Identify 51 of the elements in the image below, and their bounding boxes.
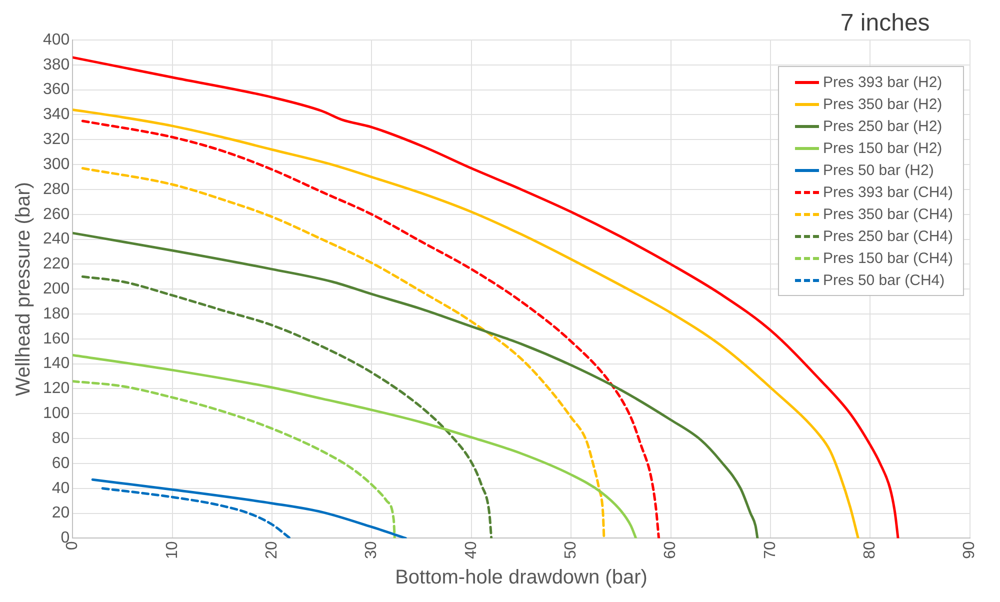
y-tick-label: 340 [42,106,70,124]
y-tick-label: 380 [42,56,70,74]
y-tick-label: 140 [42,355,70,372]
line-series [72,354,638,538]
y-tick-label: 100 [42,405,70,422]
y-tick-label: 180 [42,305,70,322]
line-series [81,120,660,538]
y-tick-label: 280 [42,180,70,198]
y-tick-label: 40 [52,480,70,497]
x-tick-label: 60 [662,541,680,559]
x-tick-label: 10 [164,541,181,559]
legend-label: Pres 393 bar (CH4) [822,184,953,200]
line-series [72,232,759,538]
y-tick-label: 120 [42,380,70,398]
chart-title: 7 inches [840,10,930,37]
x-tick-label: 90 [961,541,978,559]
legend-label: Pres 350 bar (CH4) [822,206,953,222]
line-series [81,167,606,538]
y-tick-label: 320 [42,131,70,148]
line-series [91,478,407,538]
x-tick-label: 40 [462,541,480,559]
legend-label: Pres 250 bar (H2) [822,118,942,134]
x-tick-label: 70 [762,541,779,559]
y-tick-label: 20 [52,504,70,522]
x-tick-label: 50 [562,541,580,559]
y-tick-label: 60 [52,454,70,472]
x-tick-label: 80 [862,541,879,559]
legend-label: Pres 50 bar (CH4) [822,272,945,288]
y-tick-label: 360 [42,81,70,98]
legend-label: Pres 150 bar (H2) [822,140,942,156]
y-tick-label: 220 [42,256,70,273]
legend-label: Pres 393 bar (H2) [822,74,942,90]
x-tick-label: 20 [263,541,280,559]
y-tick-label: 200 [42,280,70,298]
legend-label: Pres 50 bar (H2) [822,162,934,178]
legend-label: Pres 350 bar (H2) [822,96,942,112]
x-tick-label: 30 [363,541,380,559]
y-axis-title: Wellhead pressure (bar) [12,182,35,396]
line-series [72,380,396,538]
y-tick-label: 160 [42,330,70,348]
legend-label: Pres 250 bar (CH4) [822,228,953,244]
y-tick-label: 240 [42,230,70,248]
legend-label: Pres 150 bar (CH4) [822,250,953,266]
y-tick-label: 80 [52,430,70,447]
x-axis-title: Bottom-hole drawdown (bar) [395,566,648,589]
line-series [81,275,493,538]
y-tick-label: 300 [42,156,70,173]
y-tick-label: 260 [42,206,70,223]
line-series [101,487,292,538]
line-series [72,108,860,538]
y-tick-label: 400 [42,31,70,48]
